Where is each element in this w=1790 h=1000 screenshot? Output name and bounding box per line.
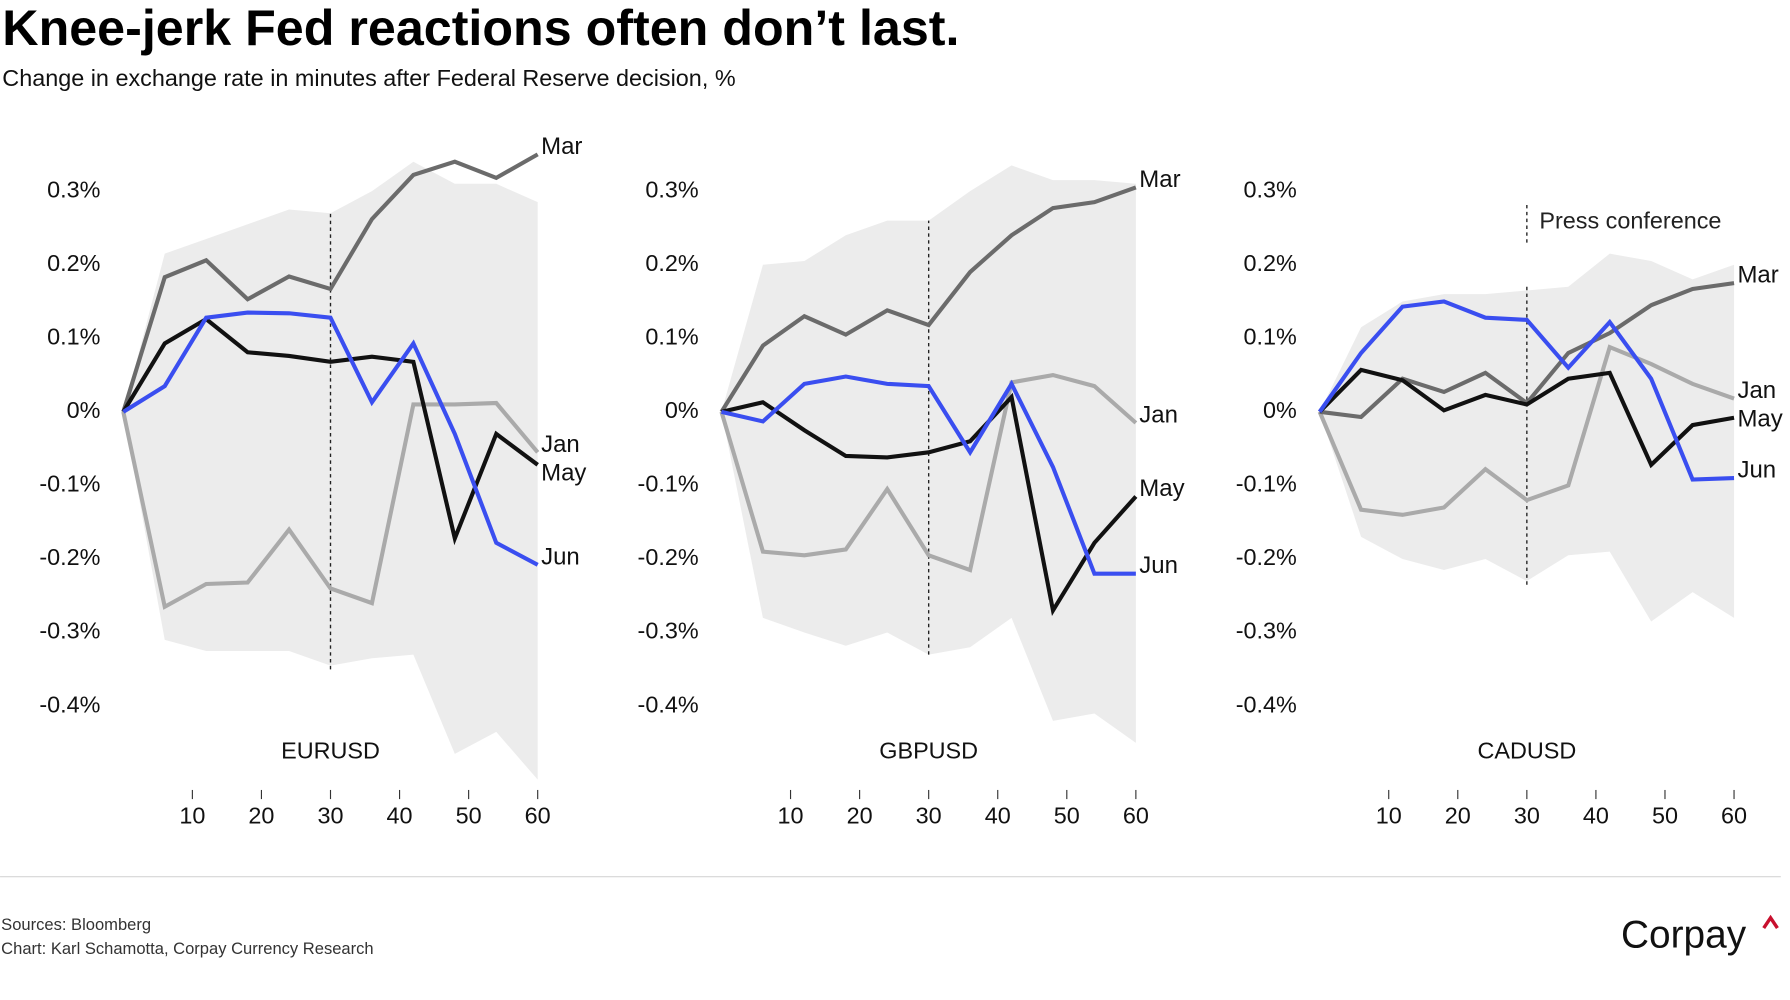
x-tick-label: 10 [179, 803, 205, 829]
series-line [721, 392, 1138, 617]
x-tick-label: 40 [985, 803, 1011, 829]
series-label: May [1737, 406, 1782, 433]
y-tick-label: 0% [67, 397, 101, 423]
logo: Corpay [1621, 913, 1747, 956]
panel: -0.4% -0.3% -0.2% -0.1% 0% 0.1% 0.2% 0.3% 10 20 30… [39, 133, 586, 829]
x-tick-label: 30 [1514, 803, 1540, 829]
y-tick-label: -0.4% [638, 691, 699, 717]
y-tick-label: -0.1% [1236, 471, 1297, 497]
y-tick-label: -0.2% [1236, 544, 1297, 570]
page-title: Knee-jerk Fed reactions often don’t last… [2, 0, 959, 56]
y-tick-label: 0.3% [1243, 176, 1296, 202]
y-tick-label: -0.3% [39, 618, 100, 644]
y-tick-label: -0.1% [638, 471, 699, 497]
series-label: May [1139, 475, 1184, 502]
panel: -0.4% -0.3% -0.2% -0.1% 0% 0.1% 0.2% 0.3% 10 20 30… [638, 165, 1185, 829]
y-tick-label: -0.3% [638, 618, 699, 644]
series-label: Mar [1139, 166, 1180, 193]
panel-title: EURUSD [281, 737, 380, 763]
y-tick-label: 0.3% [645, 176, 698, 202]
y-tick-label: 0.1% [47, 323, 100, 349]
panel: -0.4% -0.3% -0.2% -0.1% 0% 0.1% 0.2% 0.3% 10 20 30… [1236, 176, 1783, 828]
credit: Chart: Karl Schamotta, Corpay Currency R… [1, 939, 373, 958]
series-line [719, 372, 1138, 573]
annotation-text: Press conference [1539, 208, 1721, 234]
series-label: Jan [1139, 401, 1178, 428]
sources: Sources: Bloomberg [1, 915, 151, 934]
y-tick-label: 0.2% [645, 250, 698, 276]
series-line [121, 400, 540, 610]
series-line [1318, 367, 1735, 469]
y-tick-label: 0.1% [1243, 323, 1296, 349]
x-tick-label: 50 [1652, 803, 1678, 829]
series-line [719, 185, 1137, 413]
series-label: Jun [1737, 457, 1776, 484]
y-tick-label: 0.2% [1243, 250, 1296, 276]
y-tick-label: -0.1% [39, 471, 100, 497]
x-tick-label: 20 [1445, 803, 1471, 829]
series-label: Jan [541, 431, 580, 458]
x-tick-label: 20 [248, 803, 274, 829]
x-tick-label: 50 [1054, 803, 1080, 829]
x-tick-label: 10 [1376, 803, 1402, 829]
series-line [721, 374, 1136, 576]
panel-title: CADUSD [1477, 737, 1576, 763]
series-label: Mar [1737, 262, 1778, 289]
range-band [123, 161, 538, 780]
x-tick-label: 60 [525, 803, 551, 829]
series-label: Mar [541, 133, 582, 160]
series-line [121, 316, 539, 546]
y-tick-label: 0% [665, 397, 699, 423]
x-tick-label: 20 [847, 803, 873, 829]
series-line [1317, 344, 1735, 517]
x-tick-label: 60 [1721, 803, 1747, 829]
x-tick-label: 60 [1123, 803, 1149, 829]
x-tick-label: 50 [456, 803, 482, 829]
x-tick-label: 40 [387, 803, 413, 829]
y-tick-label: 0.1% [645, 323, 698, 349]
y-tick-label: -0.3% [1236, 618, 1297, 644]
y-tick-label: -0.2% [39, 544, 100, 570]
y-tick-label: -0.4% [1236, 691, 1297, 717]
y-tick-label: -0.4% [39, 691, 100, 717]
y-tick-label: -0.2% [638, 544, 699, 570]
series-label: Jun [1139, 552, 1178, 579]
logo-caret [1762, 914, 1779, 930]
panel-title: GBPUSD [879, 737, 978, 763]
y-tick-label: 0.2% [47, 250, 100, 276]
series-line [1317, 299, 1735, 482]
y-tick-label: 0.3% [47, 176, 100, 202]
series-label: Jan [1737, 377, 1776, 404]
x-tick-label: 30 [916, 803, 942, 829]
series-line [121, 152, 539, 413]
series-line [122, 310, 539, 567]
x-tick-label: 10 [778, 803, 804, 829]
page-subtitle: Change in exchange rate in minutes after… [2, 65, 735, 91]
x-tick-label: 40 [1583, 803, 1609, 829]
series-label: May [541, 459, 586, 486]
x-tick-label: 30 [317, 803, 343, 829]
series-label: Jun [541, 543, 580, 570]
y-tick-label: 0% [1263, 397, 1297, 423]
